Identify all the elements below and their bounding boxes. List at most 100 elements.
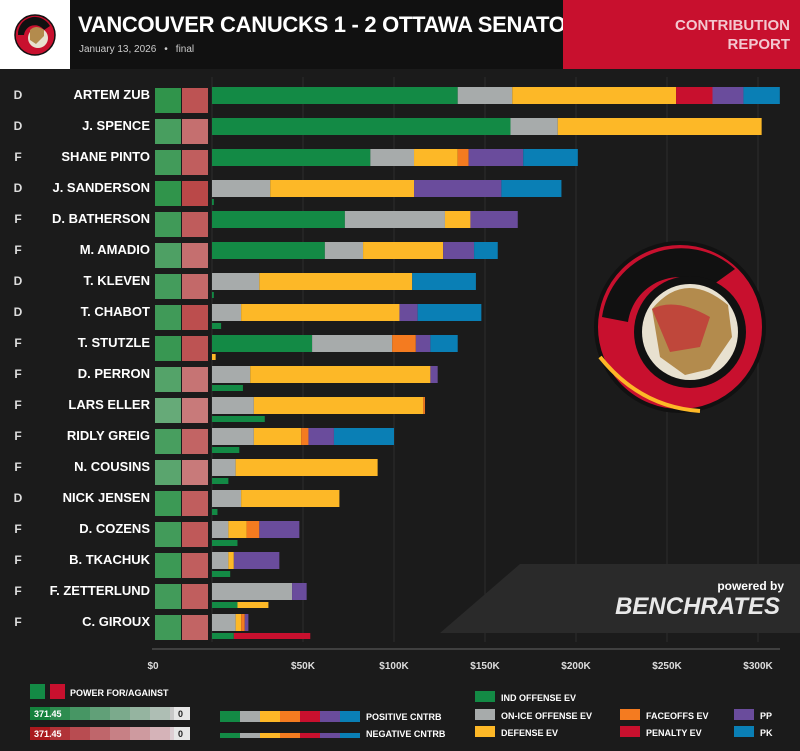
player-name: J. SPENCE [82,118,150,133]
player-position: F [14,150,21,164]
power-against-cell [182,243,208,268]
bar-positive-pk [501,180,562,197]
player-position: F [14,460,21,474]
bar-positive-on_ice_offense [212,614,236,631]
bar-positive-faceoffs [457,149,469,166]
power-for-cell [155,615,181,640]
bar-positive-on_ice_offense [312,335,393,352]
x-tick-label: $300K [743,661,773,672]
bar-positive-faceoffs [241,614,245,631]
player-name: M. AMADIO [80,242,150,257]
bar-positive-on_ice_offense [212,428,254,445]
bar-positive-defense [241,304,400,321]
power-against-step [70,727,90,740]
bar-positive-pk [430,335,458,352]
player-name: T. CHABOT [81,304,150,319]
power-against-cell [182,274,208,299]
bar-positive-on_ice_offense [212,366,251,383]
bar-positive-faceoffs [301,428,309,445]
power-for-cell [155,336,181,361]
bar-positive-ind_offense [212,87,458,104]
bar-positive-pp [244,614,249,631]
player-name: ARTEM ZUB [73,87,150,102]
player-position: D [14,305,23,319]
player-position: F [14,336,21,350]
bar-negative-penalty [233,633,311,639]
player-row: F D. PERRON [14,366,438,392]
bar-positive-on_ice_offense [324,242,364,259]
player-name: LARS ELLER [68,397,150,412]
power-for-step [130,707,150,720]
positive-strip [220,711,360,722]
powered-by-text: powered by [717,579,784,593]
player-row: F N. COUSINS [14,459,378,485]
player-position: F [14,615,21,629]
power-against-cell [182,88,208,113]
player-position: F [14,212,21,226]
bar-positive-defense [444,211,471,228]
bar-positive-defense [228,552,234,569]
power-against-value: 371.45 [34,729,62,739]
bar-positive-pp [430,366,438,383]
bar-negative-ind_offense [212,633,234,639]
bar-positive-ind_offense [212,335,313,352]
power-for-step [50,707,70,720]
player-name: T. KLEVEN [84,273,150,288]
power-for-step [30,707,50,720]
power-for-cell [155,460,181,485]
player-row: F D. BATHERSON [14,211,518,237]
bar-positive-on_ice_offense [457,87,513,104]
x-tick-label: $100K [379,661,409,672]
bar-positive-pp [468,149,524,166]
player-name: T. STUTZLE [78,335,151,350]
bar-negative-ind_offense [212,602,238,608]
power-for-cell [155,274,181,299]
bar-negative-ind_offense [212,447,240,453]
bar-negative-ind_offense [212,540,238,546]
negative-swatch-on_ice_offense [240,733,260,738]
bar-positive-faceoffs [246,521,260,538]
legend-swatch-faceoffs [620,709,640,720]
legend-label-faceoffs: FACEOFFS EV [646,711,709,721]
player-position: D [14,491,23,505]
power-for-cell [155,305,181,330]
power-for-cell [155,553,181,578]
bar-positive-on_ice_offense [212,304,242,321]
bar-negative-ind_offense [212,416,265,422]
player-position: F [14,398,21,412]
bar-positive-defense [363,242,444,259]
power-against-cell [182,367,208,392]
legend-label-pp: PP [760,711,772,721]
bar-positive-pp [470,211,518,228]
legend-label-penalty: PENALTY EV [646,728,702,738]
player-position: F [14,243,21,257]
player-position: D [14,181,23,195]
negative-swatch-defense [260,733,280,738]
power-title: POWER FOR/AGAINST [70,688,169,698]
bar-negative-ind_offense [212,571,231,577]
power-for-end [174,707,190,720]
power-for-cell [155,212,181,237]
positive-swatch-ind_offense [220,711,240,722]
player-position: F [14,553,21,567]
bar-positive-pp [259,521,300,538]
player-position: D [14,274,23,288]
bar-positive-on_ice_offense [370,149,415,166]
legend-label-on_ice_offense: ON-ICE OFFENSE EV [501,711,592,721]
legend-swatch-ind_offense [475,691,495,702]
bar-positive-ind_offense [212,211,345,228]
legend-label-ind_offense: IND OFFENSE EV [501,693,576,703]
player-name: D. PERRON [78,366,150,381]
power-against-cell [182,584,208,609]
series-legend: IND OFFENSE EV ON-ICE OFFENSE EV DEFENSE E… [475,691,773,738]
power-against-cell [182,429,208,454]
bar-positive-pp [443,242,475,259]
bar-positive-on_ice_offense [344,211,445,228]
positive-swatch-on_ice_offense [240,711,260,722]
player-row: D T. CHABOT [14,304,482,330]
power-against-step [50,727,70,740]
bar-positive-on_ice_offense [212,490,242,507]
bar-positive-ind_offense [212,118,511,135]
power-for-cell [155,398,181,423]
negative-swatch-pp [320,733,340,738]
